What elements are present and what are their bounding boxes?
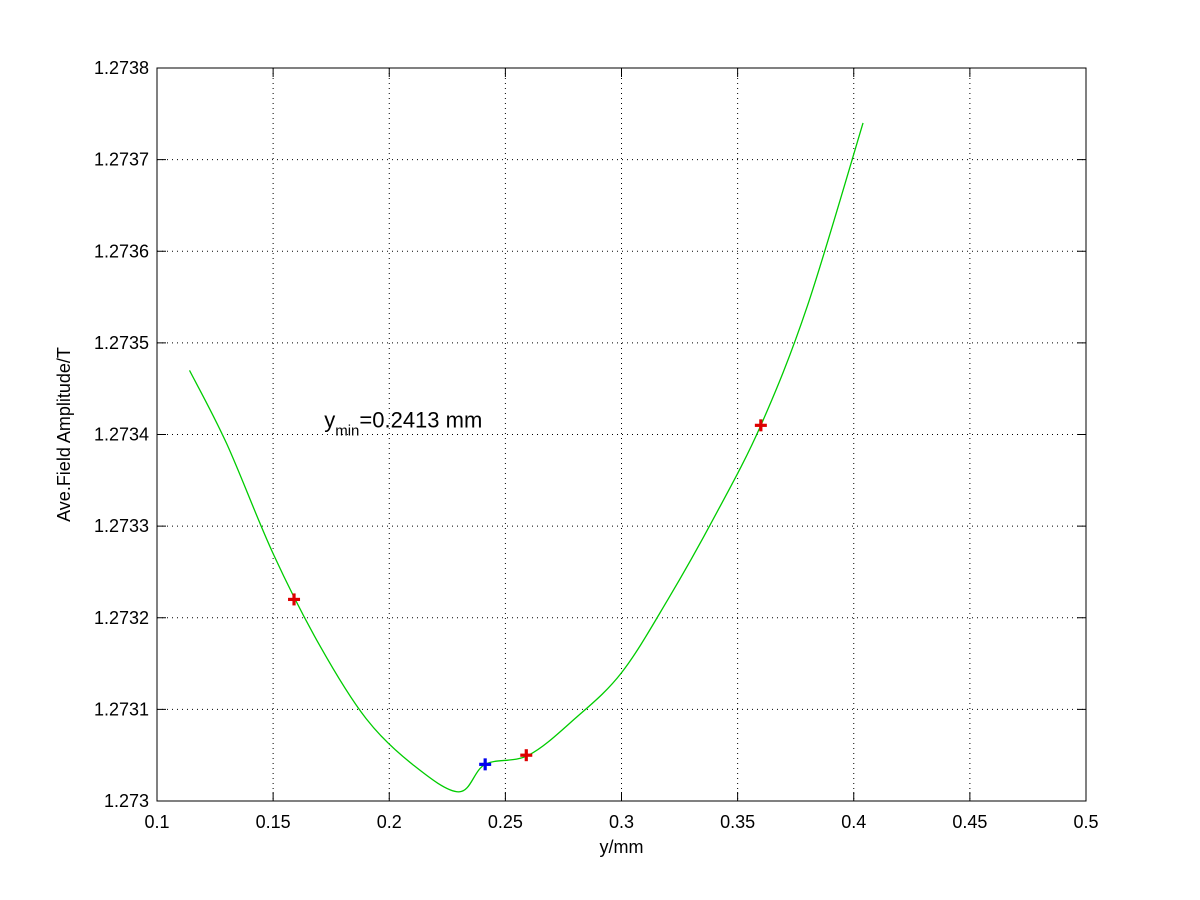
x-axis-label: y/mm	[600, 837, 644, 857]
y-tick-label: 1.273	[104, 791, 149, 811]
y-tick-label: 1.2736	[94, 241, 149, 261]
minimum-point-marker	[479, 758, 492, 771]
y-tick-label: 1.2731	[94, 699, 149, 719]
x-tick-label: 0.45	[952, 812, 987, 832]
sample-point-marker	[754, 419, 767, 432]
y-axis-label: Ave.Field Amplitude/T	[54, 347, 74, 522]
x-tick-label: 0.35	[720, 812, 755, 832]
grid	[157, 68, 1086, 801]
x-tick-label: 0.5	[1073, 812, 1098, 832]
y-tick-label: 1.2733	[94, 516, 149, 536]
sample-point-marker	[288, 593, 301, 606]
x-tick-label: 0.2	[377, 812, 402, 832]
y-tick-label: 1.2738	[94, 58, 149, 78]
sample-point-marker	[520, 749, 533, 762]
ymin-annotation: ymin=0.2413 mm	[324, 407, 482, 439]
x-tick-label: 0.1	[144, 812, 169, 832]
y-tick-label: 1.2734	[94, 425, 149, 445]
x-tick-label: 0.25	[488, 812, 523, 832]
ymin-annotation-value: =0.2413 mm	[359, 407, 482, 432]
y-tick-label: 1.2735	[94, 333, 149, 353]
y-tick-label: 1.2737	[94, 150, 149, 170]
axis-ticks: 0.1 0.15 0.2 0.25 0.3 0.35 0.4 0.45 0.5 1.273 1.27…	[94, 58, 1099, 832]
x-tick-label: 0.3	[609, 812, 634, 832]
x-tick-label: 0.4	[841, 812, 866, 832]
data-markers	[288, 419, 767, 771]
ymin-annotation-base: y	[324, 407, 335, 432]
y-tick-label: 1.2732	[94, 608, 149, 628]
ymin-annotation-subscript: min	[335, 422, 359, 439]
x-tick-label: 0.15	[256, 812, 291, 832]
